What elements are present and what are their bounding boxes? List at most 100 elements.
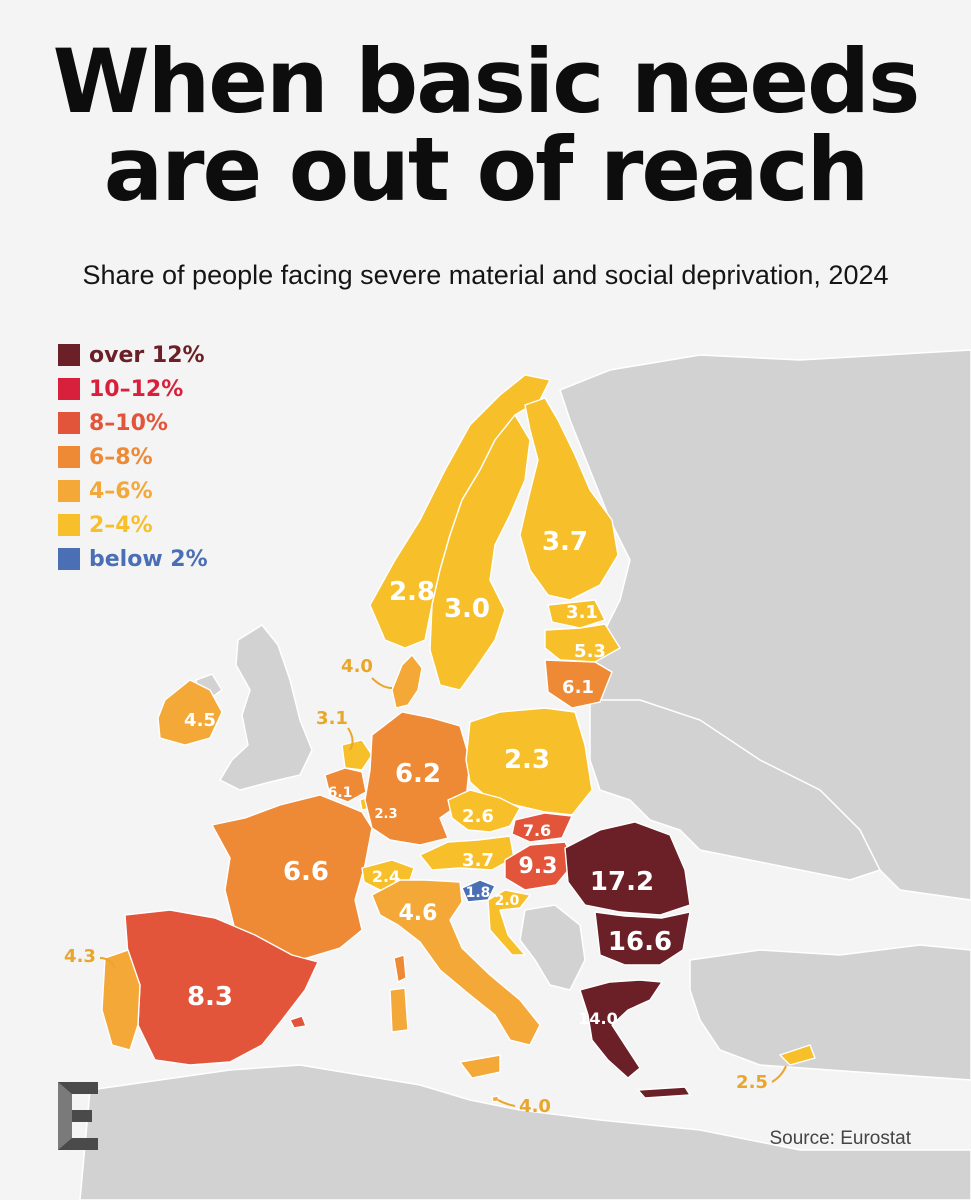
country-cyprus bbox=[779, 1044, 816, 1066]
value-label-greece: 14.0 bbox=[578, 1009, 617, 1028]
value-label-sweden: 3.0 bbox=[444, 594, 490, 624]
legend: over 12% 10–12% 8–10% 6–8% 4–6% 2–4% bel… bbox=[58, 338, 208, 576]
country-portugal bbox=[101, 949, 141, 1051]
balkans-west bbox=[519, 904, 586, 991]
map-title: When basic needs are out of reach bbox=[0, 38, 971, 214]
belarus-ukraine-region bbox=[589, 699, 882, 881]
country-sardinia bbox=[389, 987, 409, 1033]
north-africa bbox=[79, 1064, 971, 1200]
country-balearic bbox=[289, 1015, 307, 1029]
country-czechia bbox=[447, 789, 521, 833]
country-germany bbox=[364, 711, 471, 846]
legend-swatch bbox=[58, 378, 80, 400]
logo-e-highlight bbox=[58, 1082, 72, 1150]
legend-item: 8–10% bbox=[58, 406, 208, 440]
country-finland bbox=[519, 397, 619, 601]
country-latvia bbox=[544, 623, 621, 663]
value-label-malta: 4.0 bbox=[519, 1096, 551, 1117]
legend-label: 4–6% bbox=[89, 478, 153, 504]
legend-swatch bbox=[58, 480, 80, 502]
country-slovakia bbox=[511, 812, 573, 843]
legend-swatch bbox=[58, 412, 80, 434]
country-corsica bbox=[393, 954, 407, 983]
leader-malta bbox=[497, 1099, 516, 1107]
legend-label: 8–10% bbox=[89, 410, 168, 436]
source-credit: Source: Eurostat bbox=[769, 1128, 911, 1149]
country-sweden bbox=[429, 414, 531, 691]
value-label-netherlands: 3.1 bbox=[316, 708, 348, 729]
value-label-germany: 6.2 bbox=[395, 759, 441, 789]
value-label-latvia: 5.3 bbox=[574, 641, 606, 662]
value-label-belgium: 6.1 bbox=[328, 785, 353, 801]
legend-swatch bbox=[58, 548, 80, 570]
country-croatia bbox=[487, 889, 531, 956]
title-line-1: When basic needs bbox=[52, 30, 921, 133]
value-label-croatia: 2.0 bbox=[495, 893, 520, 909]
title-line-2: are out of reach bbox=[103, 118, 870, 221]
country-sicily bbox=[459, 1054, 501, 1079]
value-label-slovakia: 7.6 bbox=[523, 821, 551, 840]
country-ireland bbox=[157, 679, 223, 746]
country-crete bbox=[637, 1086, 691, 1099]
value-label-slovenia: 1.8 bbox=[466, 885, 491, 901]
map-subtitle: Share of people facing severe material a… bbox=[82, 260, 889, 290]
legend-swatch bbox=[58, 446, 80, 468]
legend-item: below 2% bbox=[58, 542, 208, 576]
legend-item: over 12% bbox=[58, 338, 208, 372]
country-poland bbox=[465, 707, 593, 816]
non-eu-land bbox=[79, 349, 971, 1200]
value-label-switzerland: 2.4 bbox=[372, 867, 400, 886]
country-france bbox=[211, 794, 373, 961]
legend-label: 10–12% bbox=[89, 376, 184, 402]
value-label-finland: 3.7 bbox=[542, 527, 588, 557]
legend-item: 4–6% bbox=[58, 474, 208, 508]
value-label-austria: 3.7 bbox=[462, 850, 494, 871]
country-italy bbox=[371, 879, 541, 1046]
country-slovenia bbox=[461, 879, 496, 903]
value-label-luxembourg: 2.3 bbox=[374, 807, 397, 822]
leader-denmark bbox=[371, 677, 393, 689]
value-label-hungary: 9.3 bbox=[519, 854, 558, 879]
uk-island bbox=[218, 624, 313, 791]
value-label-estonia: 3.1 bbox=[566, 602, 598, 623]
turkey bbox=[689, 944, 971, 1081]
value-label-italy: 4.6 bbox=[399, 901, 438, 926]
country-estonia bbox=[547, 599, 606, 629]
value-label-portugal: 4.3 bbox=[64, 946, 96, 967]
value-label-lithuania: 6.1 bbox=[562, 677, 594, 698]
value-label-poland: 2.3 bbox=[504, 745, 550, 775]
country-netherlands bbox=[341, 739, 373, 771]
value-label-spain: 8.3 bbox=[187, 982, 233, 1012]
legend-label: 2–4% bbox=[89, 512, 153, 538]
value-label-norway: 2.8 bbox=[389, 577, 435, 607]
legend-swatch bbox=[58, 344, 80, 366]
legend-swatch bbox=[58, 514, 80, 536]
value-label-france: 6.6 bbox=[283, 857, 329, 887]
legend-label: 6–8% bbox=[89, 444, 153, 470]
value-label-bulgaria: 16.6 bbox=[608, 927, 672, 957]
eu-countries bbox=[101, 374, 816, 1103]
value-label-romania: 17.2 bbox=[590, 867, 654, 897]
legend-label: below 2% bbox=[89, 546, 208, 572]
value-label-czechia: 2.6 bbox=[462, 806, 494, 827]
legend-label: over 12% bbox=[89, 342, 205, 368]
value-labels: 17.2 16.6 14.0 9.3 8.3 7.6 6.6 6.2 6.1 6… bbox=[64, 527, 768, 1117]
country-denmark bbox=[391, 654, 423, 709]
publisher-logo bbox=[58, 1082, 98, 1150]
country-hungary bbox=[504, 841, 576, 891]
leader-cyprus bbox=[771, 1065, 787, 1083]
country-bulgaria bbox=[594, 911, 691, 966]
country-greece bbox=[579, 979, 663, 1079]
country-romania bbox=[564, 821, 691, 916]
leader-portugal bbox=[99, 957, 116, 969]
leader-netherlands bbox=[347, 727, 354, 751]
legend-item: 6–8% bbox=[58, 440, 208, 474]
callout-leaders bbox=[99, 677, 787, 1107]
legend-item: 10–12% bbox=[58, 372, 208, 406]
legend-item: 2–4% bbox=[58, 508, 208, 542]
value-label-cyprus: 2.5 bbox=[736, 1072, 768, 1093]
country-lithuania bbox=[544, 659, 613, 709]
value-label-denmark: 4.0 bbox=[341, 656, 373, 677]
value-label-ireland: 4.5 bbox=[184, 710, 216, 731]
